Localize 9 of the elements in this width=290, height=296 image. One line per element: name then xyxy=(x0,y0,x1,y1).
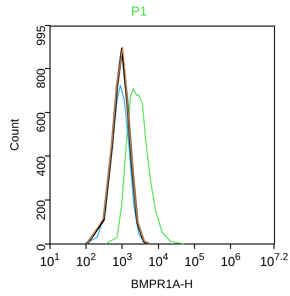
y-axis-title: Count xyxy=(8,118,22,151)
y-tick-label: 200 xyxy=(34,200,48,220)
y-tick-label: 995 xyxy=(34,25,48,46)
y-tick-label: 600 xyxy=(34,112,48,132)
x-axis-title: BMPR1A-H xyxy=(130,277,193,292)
y-tick-label: 0 xyxy=(34,244,48,251)
chart-title: P1 xyxy=(131,3,147,18)
y-tick-label: 800 xyxy=(34,68,48,88)
y-tick-label: 400 xyxy=(34,156,48,176)
